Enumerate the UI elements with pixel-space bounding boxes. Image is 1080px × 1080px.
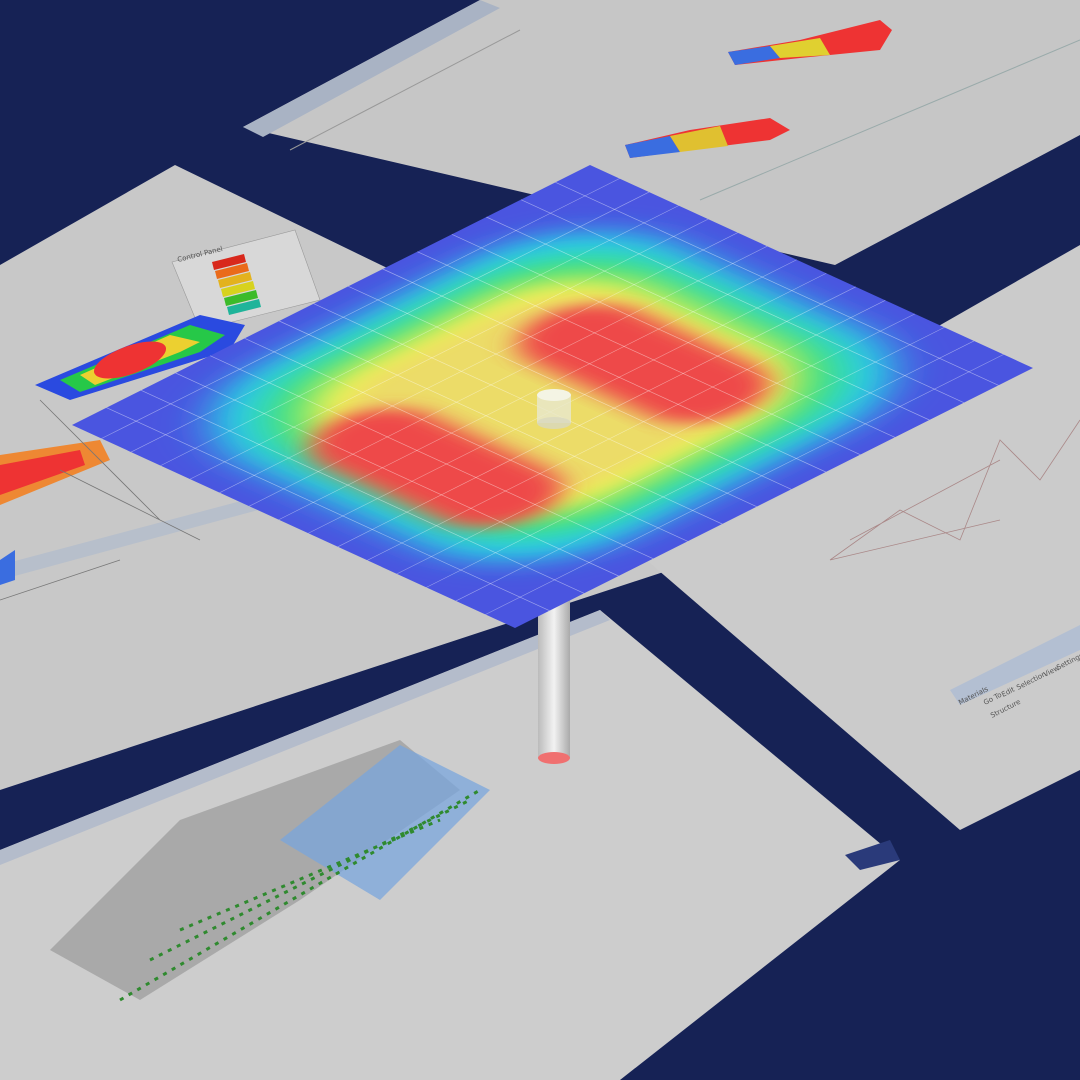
grid-line	[244, 338, 689, 542]
grid-line	[382, 268, 827, 473]
column-head	[537, 389, 571, 429]
grid-line	[101, 178, 620, 439]
grid-line	[219, 232, 738, 493]
legend-swatch	[227, 299, 261, 315]
grid-line	[396, 313, 916, 575]
color-legend	[212, 254, 261, 315]
grid-line	[313, 303, 758, 507]
legend-swatch	[215, 263, 249, 279]
grid-line	[451, 234, 896, 438]
legend-swatch	[218, 272, 252, 288]
grid-line	[278, 259, 798, 520]
grid-line	[337, 286, 857, 547]
legend-swatch	[221, 281, 255, 297]
grid-line	[130, 191, 650, 453]
grid-line	[189, 218, 709, 480]
grid-line	[175, 372, 619, 577]
grid-line	[485, 354, 1004, 615]
grid-line	[455, 340, 975, 602]
grid-line	[426, 327, 945, 588]
grid-line	[520, 199, 965, 403]
grid-line	[486, 216, 930, 421]
top-software-window	[243, 0, 1080, 265]
grid-line	[140, 390, 585, 594]
grid-line	[248, 246, 768, 507]
grid-line	[347, 286, 792, 490]
grid-line	[209, 355, 654, 559]
legend-swatch	[224, 290, 258, 306]
grid-line	[106, 407, 550, 611]
control-panel: Control Panel	[171, 229, 321, 331]
legend-swatch	[212, 254, 246, 270]
deformed-beam-result	[625, 20, 892, 158]
grid-line	[367, 300, 886, 561]
bottom-software-window	[0, 610, 900, 1080]
grid-line	[278, 320, 723, 525]
column	[538, 600, 570, 764]
grid-line	[555, 182, 999, 386]
slab-result-left	[0, 315, 245, 585]
grid-line	[160, 205, 679, 466]
grid-line	[416, 251, 861, 455]
